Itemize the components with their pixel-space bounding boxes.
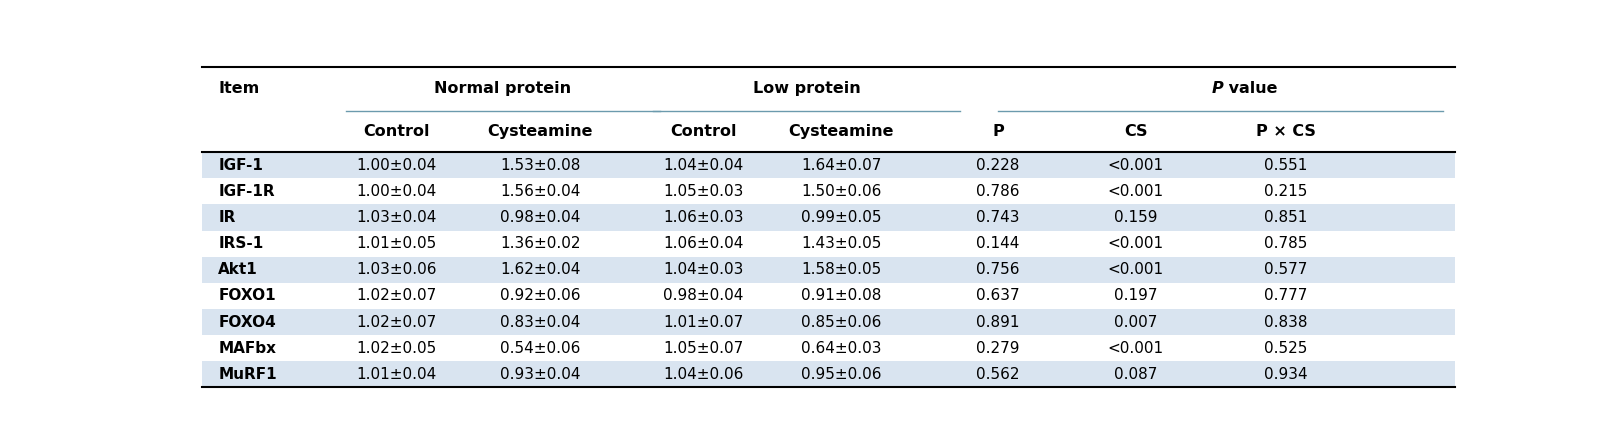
Text: Low protein: Low protein	[754, 82, 860, 97]
Text: 1.43±0.05: 1.43±0.05	[800, 236, 881, 251]
Text: 1.03±0.06: 1.03±0.06	[356, 262, 437, 277]
Text: IGF-1R: IGF-1R	[218, 184, 275, 199]
Text: 0.777: 0.777	[1264, 288, 1308, 303]
Text: 1.53±0.08: 1.53±0.08	[500, 158, 581, 173]
Text: 1.02±0.07: 1.02±0.07	[356, 315, 437, 330]
Text: 0.228: 0.228	[977, 158, 1020, 173]
Text: <0.001: <0.001	[1108, 158, 1164, 173]
Text: P: P	[991, 124, 1004, 139]
Text: 1.06±0.03: 1.06±0.03	[663, 210, 744, 225]
Text: 0.54±0.06: 0.54±0.06	[500, 341, 581, 356]
Text: 0.64±0.03: 0.64±0.03	[800, 341, 881, 356]
Text: 0.159: 0.159	[1114, 210, 1158, 225]
Text: Cysteamine: Cysteamine	[789, 124, 894, 139]
Text: 1.00±0.04: 1.00±0.04	[356, 158, 437, 173]
Text: 0.91±0.08: 0.91±0.08	[800, 288, 881, 303]
Text: 0.838: 0.838	[1264, 315, 1308, 330]
Text: <0.001: <0.001	[1108, 184, 1164, 199]
Bar	[202, 361, 1455, 388]
Text: 1.03±0.04: 1.03±0.04	[356, 210, 437, 225]
Text: FOXO4: FOXO4	[218, 315, 277, 330]
Text: 1.01±0.04: 1.01±0.04	[356, 367, 437, 382]
Text: Item: Item	[218, 82, 260, 97]
Text: 0.92±0.06: 0.92±0.06	[500, 288, 581, 303]
Text: 0.98±0.04: 0.98±0.04	[663, 288, 744, 303]
Text: 0.891: 0.891	[977, 315, 1020, 330]
Text: 1.02±0.05: 1.02±0.05	[356, 341, 437, 356]
Text: P: P	[1211, 82, 1224, 97]
Text: 1.56±0.04: 1.56±0.04	[500, 184, 581, 199]
Text: P × CS: P × CS	[1256, 124, 1316, 139]
Text: value: value	[1224, 82, 1277, 97]
Text: 0.562: 0.562	[977, 367, 1020, 382]
Text: 1.01±0.07: 1.01±0.07	[663, 315, 744, 330]
Text: 0.785: 0.785	[1264, 236, 1308, 251]
Text: 1.04±0.04: 1.04±0.04	[663, 158, 744, 173]
Text: 1.02±0.07: 1.02±0.07	[356, 288, 437, 303]
Text: 0.525: 0.525	[1264, 341, 1308, 356]
Text: 0.85±0.06: 0.85±0.06	[800, 315, 881, 330]
Text: 0.756: 0.756	[977, 262, 1020, 277]
Text: 1.05±0.07: 1.05±0.07	[663, 341, 744, 356]
Text: 0.786: 0.786	[977, 184, 1020, 199]
Text: MAFbx: MAFbx	[218, 341, 277, 356]
Text: 1.64±0.07: 1.64±0.07	[800, 158, 881, 173]
Text: 0.087: 0.087	[1114, 367, 1158, 382]
Text: <0.001: <0.001	[1108, 341, 1164, 356]
Text: 1.05±0.03: 1.05±0.03	[663, 184, 744, 199]
Text: 0.93±0.04: 0.93±0.04	[500, 367, 581, 382]
Text: 1.04±0.06: 1.04±0.06	[663, 367, 744, 382]
Text: 0.279: 0.279	[977, 341, 1020, 356]
Text: 0.743: 0.743	[977, 210, 1020, 225]
Text: 1.62±0.04: 1.62±0.04	[500, 262, 581, 277]
Bar	[202, 256, 1455, 283]
Text: IGF-1: IGF-1	[218, 158, 264, 173]
Text: MuRF1: MuRF1	[218, 367, 277, 382]
Text: 1.50±0.06: 1.50±0.06	[800, 184, 881, 199]
Text: Control: Control	[669, 124, 737, 139]
Text: 0.95±0.06: 0.95±0.06	[800, 367, 881, 382]
Text: Akt1: Akt1	[218, 262, 259, 277]
Text: 0.98±0.04: 0.98±0.04	[500, 210, 581, 225]
Text: 0.007: 0.007	[1114, 315, 1158, 330]
Text: 1.06±0.04: 1.06±0.04	[663, 236, 744, 251]
Text: 1.36±0.02: 1.36±0.02	[500, 236, 581, 251]
Text: 0.577: 0.577	[1264, 262, 1308, 277]
Text: 0.215: 0.215	[1264, 184, 1308, 199]
Text: 0.99±0.05: 0.99±0.05	[800, 210, 881, 225]
Text: 1.04±0.03: 1.04±0.03	[663, 262, 744, 277]
Text: CS: CS	[1124, 124, 1148, 139]
Text: Control: Control	[364, 124, 430, 139]
Text: IR: IR	[218, 210, 236, 225]
Text: <0.001: <0.001	[1108, 236, 1164, 251]
Bar	[202, 152, 1455, 178]
Bar	[202, 309, 1455, 335]
Text: Normal protein: Normal protein	[435, 82, 571, 97]
Text: Cysteamine: Cysteamine	[488, 124, 593, 139]
Text: 0.144: 0.144	[977, 236, 1020, 251]
Text: 1.58±0.05: 1.58±0.05	[800, 262, 881, 277]
Text: 0.637: 0.637	[977, 288, 1020, 303]
Text: 0.197: 0.197	[1114, 288, 1158, 303]
Text: 0.83±0.04: 0.83±0.04	[500, 315, 581, 330]
Text: IRS-1: IRS-1	[218, 236, 264, 251]
Text: 0.934: 0.934	[1264, 367, 1308, 382]
Text: 0.851: 0.851	[1264, 210, 1308, 225]
Text: 1.00±0.04: 1.00±0.04	[356, 184, 437, 199]
Bar	[202, 204, 1455, 230]
Text: 1.01±0.05: 1.01±0.05	[356, 236, 437, 251]
Text: FOXO1: FOXO1	[218, 288, 277, 303]
Text: <0.001: <0.001	[1108, 262, 1164, 277]
Text: 0.551: 0.551	[1264, 158, 1308, 173]
